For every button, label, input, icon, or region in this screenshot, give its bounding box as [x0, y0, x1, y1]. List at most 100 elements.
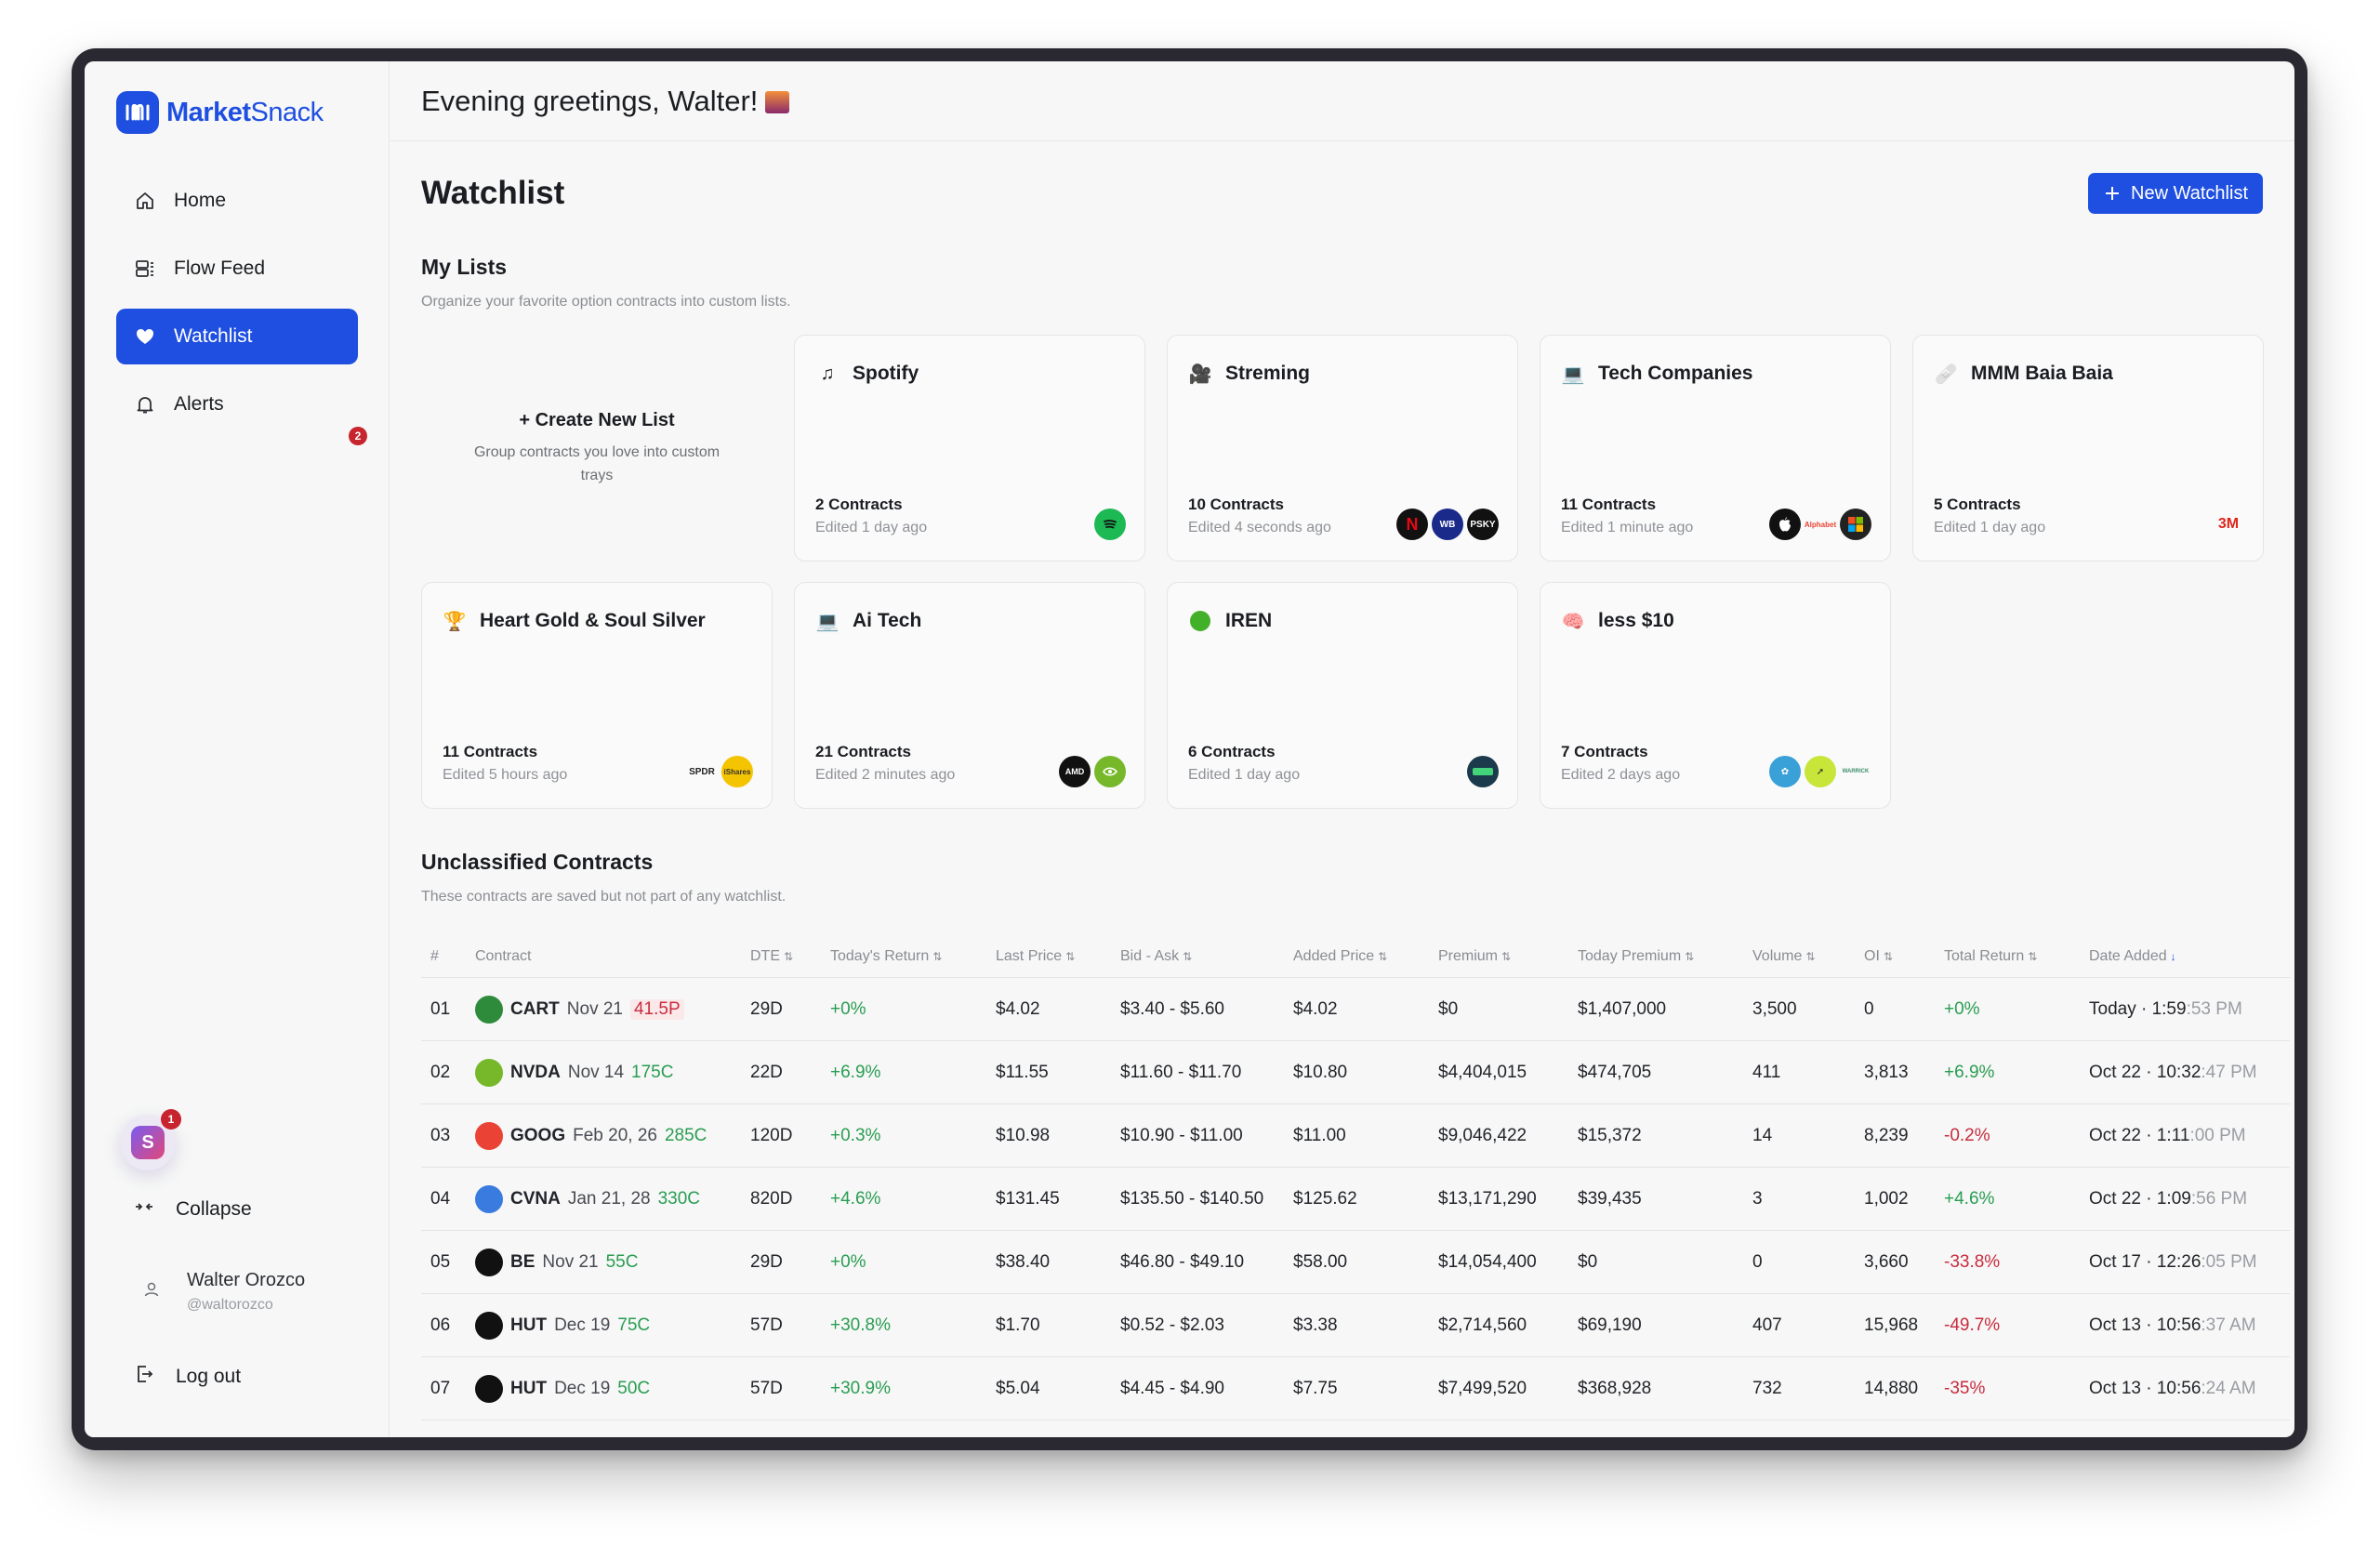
new-watchlist-button[interactable]: New Watchlist: [2088, 173, 2263, 214]
edited-time: Edited 5 hours ago: [443, 767, 568, 783]
contract-count: 2 Contracts: [815, 496, 903, 513]
my-lists-title: My Lists: [421, 255, 508, 279]
contract-cell: HUT Dec 19 75C: [475, 1311, 750, 1340]
added-price: $7.75: [1293, 1378, 1338, 1398]
logout-button[interactable]: Log out: [133, 1363, 241, 1391]
sort-icon: ⇅: [1805, 949, 1816, 963]
table-row[interactable]: 03 GOOG Feb 20, 26 285C 120D +0.3% $10.98 $…: [421, 1104, 2290, 1168]
ticker: CART: [510, 998, 560, 1019]
expiration: Dec 19: [554, 1378, 611, 1398]
table-row[interactable]: 06 HUT Dec 19 75C 57D +30.8% $1.70 $0.52 - …: [421, 1294, 2290, 1357]
col-header-total-return[interactable]: Total Return ⇅: [1944, 947, 2038, 964]
logo-icon: [116, 91, 159, 134]
expiration: Feb 20, 26: [573, 1125, 657, 1145]
expiration: Nov 21: [542, 1251, 599, 1272]
col-header-added-price[interactable]: Added Price ⇅: [1293, 947, 1388, 964]
last-price: $10.98: [996, 1125, 1051, 1145]
sidebar-item-alerts[interactable]: Alerts 2: [116, 377, 367, 445]
sidebar-item-home[interactable]: Home: [116, 173, 358, 229]
create-list-card[interactable]: + Create New List Group contracts you lo…: [421, 335, 773, 562]
volume: 3,500: [1752, 998, 1797, 1019]
volume: 0: [1752, 1251, 1763, 1272]
col-header-bid-ask[interactable]: Bid - Ask ⇅: [1120, 947, 1193, 964]
total-return: +0%: [1944, 998, 1980, 1019]
sidebar-item-flow-feed[interactable]: Flow Feed: [116, 241, 358, 297]
sidebar-item-label: Home: [174, 190, 227, 211]
table-row[interactable]: 07 HUT Dec 19 50C 57D +30.9% $5.04 $4.45 - …: [421, 1357, 2290, 1420]
col-header-date-added[interactable]: Date Added ↓: [2089, 947, 2176, 964]
col-header-todays-return[interactable]: Today's Return ⇅: [830, 947, 943, 964]
watchlist-name: less $10: [1598, 610, 1674, 631]
sort-icon: ⇅: [1501, 949, 1512, 963]
wbd-logo-icon: WB: [1432, 509, 1463, 540]
contract-count: 10 Contracts: [1188, 496, 1284, 513]
date-added: Oct 13 · 10:56:24 AM: [2089, 1378, 2256, 1398]
watchlist-card[interactable]: 💻 Tech Companies 11 Contracts Edited 1 mi…: [1540, 335, 1891, 562]
feed-icon: [133, 257, 157, 281]
added-price: $11.00: [1293, 1125, 1346, 1145]
watchlist-name: Spotify: [853, 363, 919, 384]
ticker: GOOG: [510, 1125, 566, 1145]
today-premium: $15,372: [1578, 1125, 1642, 1145]
table-row[interactable]: 04 CVNA Jan 21, 28 330C 820D +4.6% $131.45…: [421, 1168, 2290, 1231]
watchlist-card[interactable]: 🎥 Streming 10 Contracts Edited 4 seconds …: [1167, 335, 1518, 562]
edited-time: Edited 1 day ago: [1188, 767, 1301, 783]
contract-cell: NVDA Nov 14 175C: [475, 1058, 750, 1087]
dte: 29D: [750, 998, 783, 1019]
ticker-logo-icon: [475, 1374, 503, 1403]
contract-cell: GOOG Feb 20, 26 285C: [475, 1121, 750, 1150]
brain-icon: 🧠: [1561, 611, 1585, 632]
watchlist-card[interactable]: IREN 6 Contracts Edited 1 day ago: [1167, 582, 1518, 809]
apple-logo-icon: [1769, 509, 1801, 540]
dte: 57D: [750, 1378, 783, 1398]
bid-ask: $10.90 - $11.00: [1120, 1125, 1243, 1145]
watchlist-card[interactable]: 🧠 less $10 7 Contracts Edited 2 days ago …: [1540, 582, 1891, 809]
camera-icon: 🎥: [1188, 363, 1212, 385]
sort-icon: ⇅: [1883, 949, 1893, 963]
ticker: CVNA: [510, 1188, 561, 1209]
table-row[interactable]: 01 CART Nov 21 41.5P 29D +0% $4.02 $3.40 - …: [421, 978, 2290, 1041]
total-return: -33.8%: [1944, 1251, 2001, 1272]
date-added: Oct 22 · 1:09:56 PM: [2089, 1188, 2248, 1209]
ticker-logo-icon: [475, 995, 503, 1024]
ticker-logo-icon: [475, 1121, 503, 1150]
expiration: Nov 21: [566, 998, 623, 1019]
page-title: Watchlist: [421, 175, 565, 211]
col-header-dte[interactable]: DTE ⇅: [750, 947, 794, 964]
table-row[interactable]: 02 NVDA Nov 14 175C 22D +6.9% $11.55 $11.60…: [421, 1041, 2290, 1104]
expiration: Nov 14: [567, 1062, 625, 1082]
col-header-oi[interactable]: OI ⇅: [1864, 947, 1893, 964]
support-chat-button[interactable]: S 1: [120, 1109, 181, 1170]
watchlist-name: Ai Tech: [853, 610, 922, 631]
ticker-logo-icon: [475, 1058, 503, 1087]
user-profile[interactable]: Walter Orozco @waltorozco: [142, 1270, 305, 1314]
bid-ask: $46.80 - $49.10: [1120, 1251, 1245, 1272]
col-header-today-premium[interactable]: Today Premium ⇅: [1578, 947, 1695, 964]
create-list-subtitle: Group contracts you love into custom tra…: [473, 443, 721, 483]
col-header-volume[interactable]: Volume ⇅: [1752, 947, 1816, 964]
strike: 55C: [605, 1251, 639, 1272]
3m-logo-icon: 3M: [2217, 516, 2240, 532]
row-index: 04: [430, 1188, 451, 1209]
ticker-logo-icon: [475, 1184, 503, 1213]
watchlist-card[interactable]: 💻 Ai Tech 21 Contracts Edited 2 minutes a…: [794, 582, 1145, 809]
watchlist-card[interactable]: 🩹 MMM Baia Baia 5 Contracts Edited 1 day …: [1912, 335, 2264, 562]
plus-icon: [2106, 187, 2120, 200]
row-index: 02: [430, 1062, 451, 1082]
col-header-premium[interactable]: Premium ⇅: [1438, 947, 1512, 964]
alerts-badge: 2: [349, 427, 367, 445]
sidebar: MarketSnack Home Flow Feed Watchlist: [85, 61, 390, 1437]
dte: 22D: [750, 1062, 783, 1082]
col-header-last-price[interactable]: Last Price ⇅: [996, 947, 1076, 964]
logout-label: Log out: [176, 1366, 242, 1387]
collapse-button[interactable]: Collapse: [133, 1196, 252, 1223]
watchlist-card[interactable]: 🏆 Heart Gold & Soul Silver 11 Contracts E…: [421, 582, 773, 809]
netflix-logo-icon: N: [1396, 509, 1428, 540]
ticker: BE: [510, 1251, 536, 1272]
sidebar-item-watchlist[interactable]: Watchlist: [116, 309, 358, 364]
brand-logo[interactable]: MarketSnack: [116, 91, 324, 134]
table-row[interactable]: 05 BE Nov 21 55C 29D +0% $38.40 $46.80 - $4…: [421, 1231, 2290, 1294]
user-icon: [142, 1280, 161, 1303]
watchlist-card[interactable]: ♫ Spotify 2 Contracts Edited 1 day ago: [794, 335, 1145, 562]
chat-icon: S: [131, 1126, 165, 1159]
